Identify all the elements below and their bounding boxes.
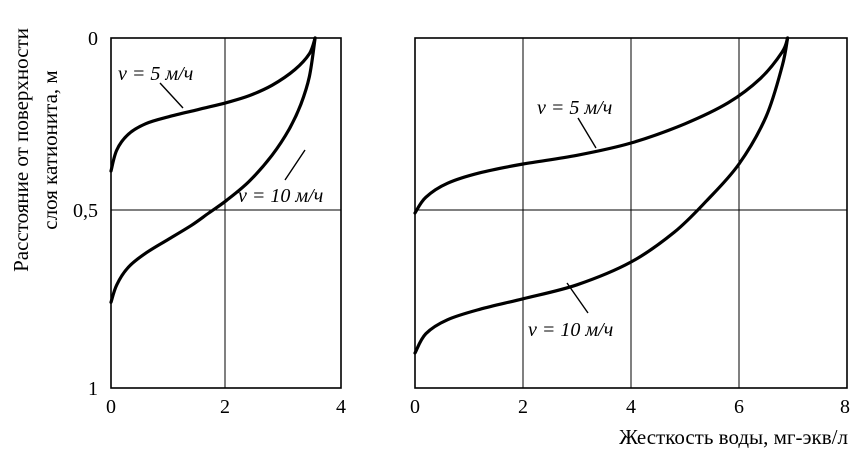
y-tick-label-05: 0,5 <box>73 200 98 222</box>
x-tick-label-right-0: 0 <box>410 396 420 418</box>
right-series-line-v10 <box>413 36 790 355</box>
series-label-left-v10: v = 10 м/ч <box>238 185 323 207</box>
plot-frame-left <box>110 37 342 389</box>
y-tick-label-0: 0 <box>88 28 98 50</box>
series-label-right-v10: v = 10 м/ч <box>528 319 613 341</box>
series-label-right-v5: v = 5 м/ч <box>537 97 612 119</box>
x-tick-label-left-0: 0 <box>106 396 116 418</box>
leader-left-v10 <box>284 149 306 181</box>
y-axis-label-line2: слоя катионита, м <box>38 70 62 229</box>
panel-right: 0 2 4 6 8 v = 5 м/ч v = 10 м/ч <box>410 36 850 418</box>
x-tick-label-right-6: 6 <box>734 396 744 418</box>
series-label-left-v5: v = 5 м/ч <box>118 63 193 85</box>
y-axis-label-line1: Расстояние от поверхности <box>9 28 33 272</box>
x-tick-label-left-4: 4 <box>336 396 346 418</box>
x-tick-label-left-2: 2 <box>220 396 230 418</box>
panel-left: 0 0,5 1 0 2 4 v = 5 м/ч v = 10 м/ч <box>73 28 346 418</box>
y-tick-label-1: 1 <box>88 378 98 400</box>
right-series-line-v5 <box>413 36 790 215</box>
leader-left-v5 <box>159 82 184 109</box>
x-tick-label-right-4: 4 <box>626 396 636 418</box>
left-series-line-v10 <box>109 36 317 304</box>
leader-right-v10 <box>566 282 589 314</box>
x-tick-label-right-8: 8 <box>840 396 850 418</box>
leader-right-v5 <box>577 117 597 149</box>
left-series-line-v5 <box>109 36 317 173</box>
x-axis-label: Жесткость воды, мг-экв/л <box>619 425 848 449</box>
x-tick-label-right-2: 2 <box>518 396 528 418</box>
